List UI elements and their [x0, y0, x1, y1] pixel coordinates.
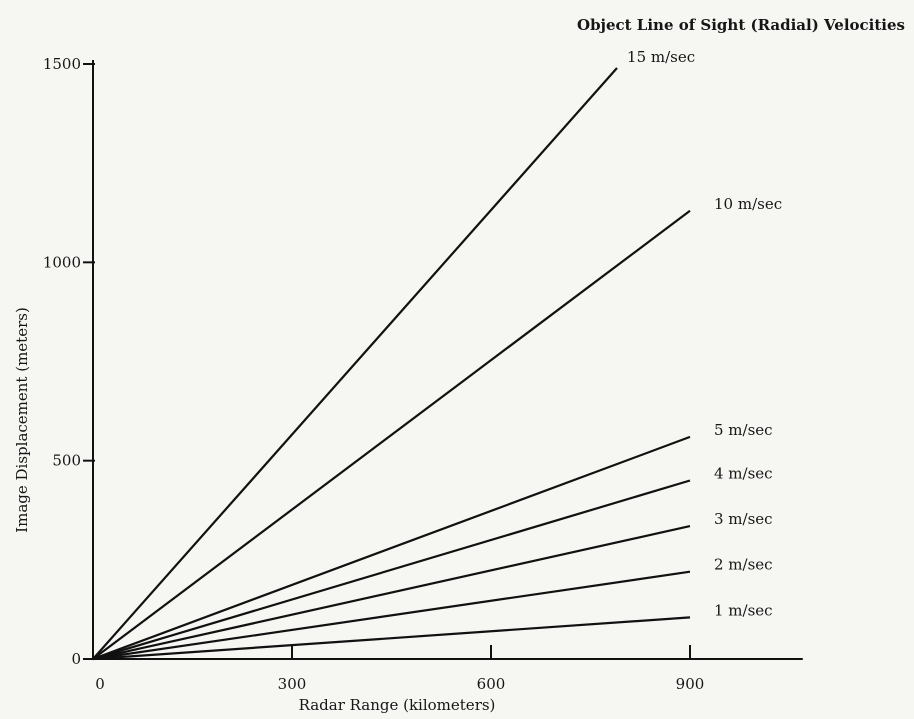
series-line: [92, 479, 691, 661]
series-label: 4 m/sec: [714, 465, 773, 483]
x-tick-label: 900: [676, 675, 705, 693]
series-line: [92, 525, 691, 661]
legend-title: Object Line of Sight (Radial) Velocities: [577, 16, 905, 34]
y-tick-label: 1500: [43, 55, 81, 73]
y-axis-title: Image Displacement (meters): [13, 307, 31, 533]
y-tick-label: 1000: [43, 253, 81, 271]
series-label: 5 m/sec: [714, 421, 773, 439]
series-label: 1 m/sec: [714, 601, 773, 619]
series-label: 10 m/sec: [714, 195, 782, 213]
series-label: 3 m/sec: [714, 510, 773, 528]
labels: Object Line of Sight (Radial) Velocities…: [13, 16, 905, 714]
series-line: [92, 616, 691, 661]
x-tick-label: 600: [477, 675, 506, 693]
y-tick-label: 0: [71, 650, 81, 668]
x-tick-label: 300: [278, 675, 307, 693]
series-label: 15 m/sec: [627, 48, 695, 66]
series-line: [92, 209, 691, 660]
y-tick-label: 500: [52, 452, 81, 470]
axes: 0 300 600 900 0 500 1000 1500: [43, 55, 803, 693]
series-line: [92, 570, 691, 661]
x-tick-label: 0: [95, 675, 105, 693]
series-label: 2 m/sec: [714, 556, 773, 574]
series-line: [92, 435, 691, 661]
x-axis-title: Radar Range (kilometers): [299, 696, 496, 714]
series-line: [92, 67, 618, 660]
series-lines: [92, 67, 691, 661]
